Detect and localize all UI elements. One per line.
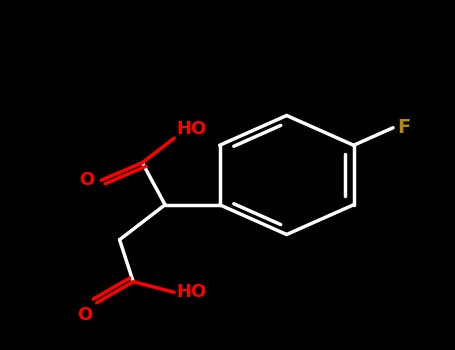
Text: HO: HO — [177, 120, 207, 138]
Text: F: F — [398, 118, 411, 137]
Text: O: O — [77, 306, 92, 324]
Text: HO: HO — [177, 283, 207, 301]
Text: O: O — [79, 171, 95, 189]
